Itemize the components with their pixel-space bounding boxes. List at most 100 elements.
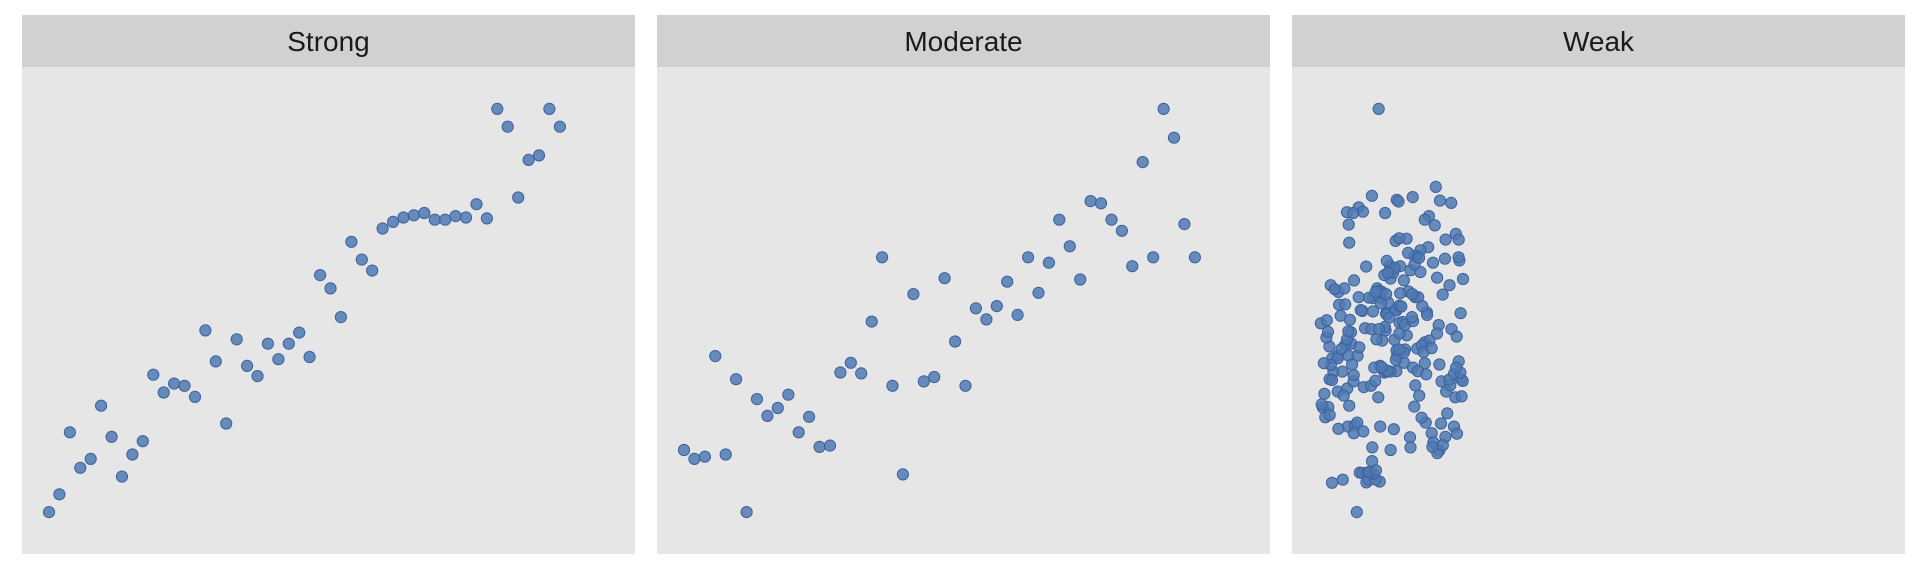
data-point — [959, 379, 972, 392]
data-point — [1369, 374, 1382, 387]
data-point — [1455, 390, 1468, 403]
data-point — [42, 505, 56, 519]
data-point — [1438, 252, 1452, 265]
data-point — [199, 324, 212, 337]
data-point — [157, 386, 170, 399]
data-point — [1433, 194, 1447, 207]
data-point — [126, 448, 139, 461]
data-point — [1379, 206, 1392, 220]
data-point — [293, 326, 306, 339]
data-point — [1105, 213, 1118, 226]
data-point — [1347, 206, 1360, 220]
data-point — [1426, 440, 1439, 453]
data-point — [750, 393, 764, 406]
data-point — [1402, 246, 1415, 259]
data-point — [1366, 441, 1379, 454]
data-point — [1431, 271, 1444, 284]
data-point — [1372, 102, 1385, 116]
data-point — [1352, 291, 1365, 304]
panel-weak: Weak — [1292, 15, 1905, 554]
data-point — [1336, 473, 1349, 486]
data-point — [1413, 389, 1426, 402]
data-point — [501, 120, 514, 133]
data-point — [1321, 325, 1335, 338]
data-point — [1053, 213, 1066, 226]
data-point — [1404, 441, 1417, 454]
data-point — [907, 288, 920, 301]
data-point — [439, 213, 452, 226]
data-point — [886, 379, 899, 392]
data-point — [1188, 251, 1202, 264]
data-point — [1126, 260, 1139, 273]
data-point — [1393, 232, 1406, 245]
data-point — [1325, 374, 1339, 387]
data-point — [1441, 407, 1454, 420]
data-point — [865, 315, 878, 328]
data-point — [188, 390, 202, 403]
data-point — [1416, 300, 1429, 313]
data-point — [1409, 379, 1422, 392]
data-point — [917, 375, 930, 388]
data-point — [803, 410, 816, 423]
data-point — [1343, 313, 1357, 326]
data-point — [95, 399, 108, 412]
data-point — [1434, 417, 1448, 430]
panel-moderate: Moderate — [657, 15, 1270, 554]
data-point — [1346, 358, 1359, 371]
data-point — [1167, 131, 1181, 144]
data-point — [115, 470, 129, 483]
data-point — [220, 417, 233, 430]
data-point — [719, 448, 732, 461]
data-point — [512, 191, 525, 204]
data-point — [1454, 307, 1467, 320]
data-point — [1336, 365, 1349, 378]
data-point — [1450, 361, 1463, 374]
data-point — [1374, 420, 1387, 433]
data-point — [428, 213, 441, 226]
data-point — [1320, 314, 1333, 327]
data-point — [1375, 361, 1389, 374]
data-point — [990, 300, 1003, 313]
data-point — [1354, 304, 1367, 317]
data-point — [261, 337, 274, 350]
data-point — [241, 359, 254, 372]
data-point — [1342, 325, 1355, 338]
data-point — [1450, 427, 1464, 440]
strip-label: Weak — [1563, 26, 1635, 57]
panel-background — [657, 67, 1270, 554]
data-point — [876, 251, 889, 264]
data-point — [1374, 297, 1388, 310]
data-point — [345, 235, 358, 248]
data-point — [740, 505, 753, 519]
data-point — [1430, 327, 1444, 340]
data-point — [1366, 305, 1380, 318]
data-point — [522, 153, 535, 166]
data-point — [1318, 387, 1331, 400]
data-point — [407, 209, 420, 222]
data-point — [1387, 423, 1400, 436]
data-point — [980, 313, 993, 326]
data-point — [314, 269, 327, 282]
data-point — [1136, 156, 1149, 169]
data-point — [698, 450, 712, 463]
data-point — [1406, 288, 1419, 301]
data-point — [855, 367, 868, 380]
data-point — [792, 426, 805, 439]
data-point — [1343, 399, 1356, 412]
data-point — [324, 282, 337, 295]
data-point — [1428, 219, 1441, 232]
data-point — [1395, 300, 1408, 313]
data-point — [272, 353, 285, 366]
data-point — [928, 370, 941, 384]
data-point — [1380, 254, 1393, 267]
points-group — [42, 102, 567, 519]
data-point — [1115, 224, 1129, 237]
data-point — [491, 102, 504, 116]
data-point — [709, 350, 722, 363]
data-point — [1157, 102, 1170, 116]
data-point — [1439, 233, 1452, 246]
data-point — [1042, 256, 1056, 269]
data-point — [761, 409, 774, 422]
data-point — [1420, 368, 1433, 381]
data-point — [1452, 251, 1465, 264]
